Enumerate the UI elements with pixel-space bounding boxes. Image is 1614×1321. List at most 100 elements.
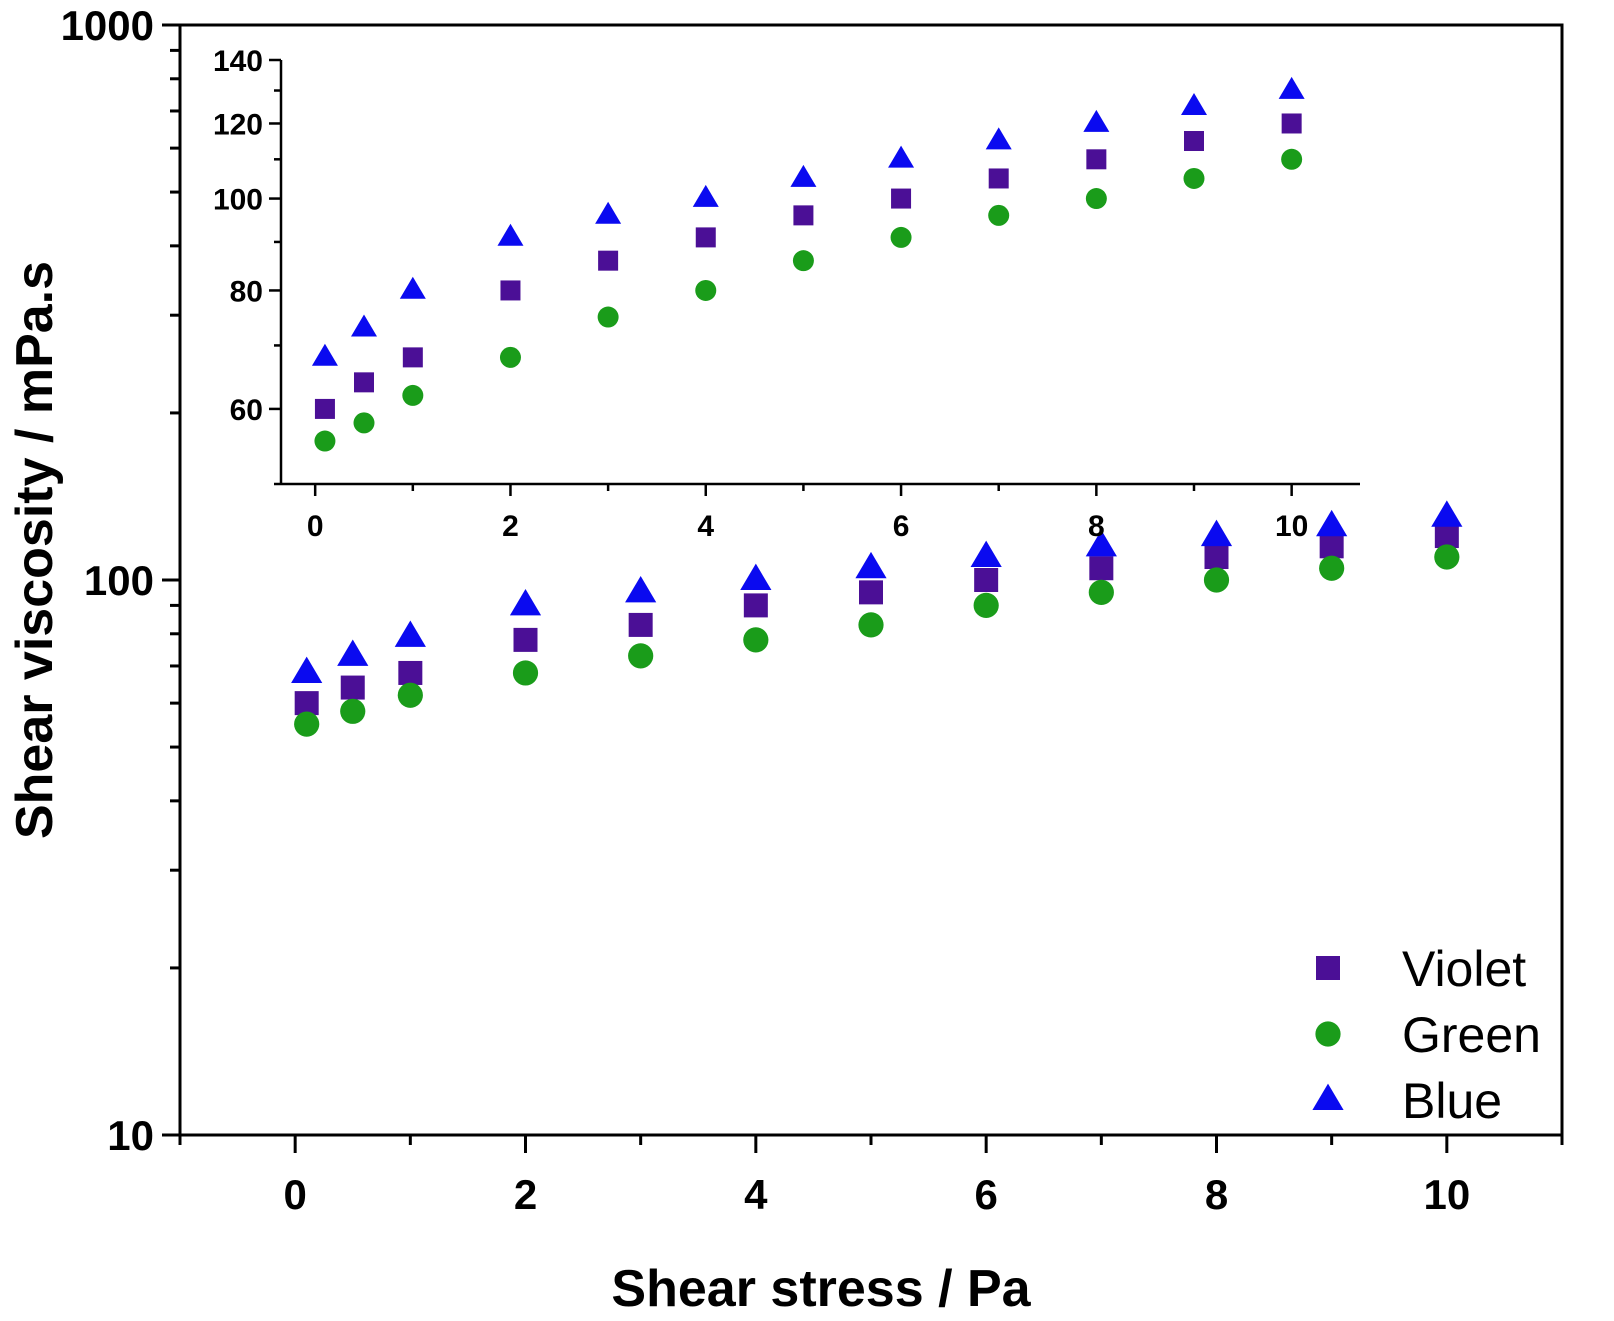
data-point-blue bbox=[291, 656, 323, 683]
data-point-green bbox=[294, 711, 320, 737]
x-tick-label: 0 bbox=[283, 1171, 306, 1218]
data-point-violet bbox=[859, 580, 883, 605]
inset-data-point-blue bbox=[1181, 93, 1207, 116]
legend-label-violet: Violet bbox=[1402, 941, 1526, 997]
data-point-blue bbox=[1431, 500, 1463, 527]
y-axis-title: Shear viscosity / mPa.s bbox=[6, 261, 64, 839]
y-tick-label: 1000 bbox=[61, 2, 154, 49]
inset-data-point-blue bbox=[1083, 109, 1110, 132]
inset-data-point-blue bbox=[399, 276, 426, 299]
inset-y-tick-label: 120 bbox=[213, 108, 263, 141]
data-point-green bbox=[512, 660, 539, 686]
inset-data-point-green bbox=[353, 412, 375, 434]
inset-data-point-violet bbox=[891, 188, 912, 209]
data-point-violet bbox=[743, 593, 768, 618]
inset-data-point-green bbox=[1183, 167, 1205, 189]
legend-label-blue: Blue bbox=[1402, 1073, 1502, 1129]
data-point-violet bbox=[1319, 534, 1344, 559]
inset-data-point-green bbox=[402, 384, 424, 406]
inset-y-tick-label: 140 bbox=[213, 45, 263, 78]
data-point-green bbox=[340, 698, 366, 724]
x-tick-label: 8 bbox=[1205, 1171, 1228, 1218]
data-point-green bbox=[858, 612, 884, 638]
data-point-green bbox=[628, 643, 654, 669]
inset-y-tick-label: 100 bbox=[213, 184, 263, 217]
inset-data-point-green bbox=[1281, 148, 1303, 170]
inset-y-tick-label: 60 bbox=[230, 394, 263, 427]
data-point-blue bbox=[855, 551, 887, 579]
data-point-blue bbox=[337, 639, 369, 666]
inset-data-point-blue bbox=[1278, 76, 1305, 99]
inset-y-tick-label: 80 bbox=[230, 275, 263, 308]
data-point-blue bbox=[625, 575, 657, 603]
inset-data-point-blue bbox=[311, 343, 338, 366]
inset-data-point-violet bbox=[598, 250, 619, 271]
inset-data-point-violet bbox=[1086, 149, 1107, 170]
data-point-blue bbox=[509, 589, 542, 616]
data-point-green bbox=[397, 682, 423, 708]
data-point-blue bbox=[1085, 529, 1117, 557]
data-point-violet bbox=[974, 568, 999, 592]
y-tick-label: 100 bbox=[84, 557, 154, 604]
data-point-violet bbox=[340, 675, 365, 700]
inset-data-point-blue bbox=[985, 127, 1012, 150]
inset-data-point-violet bbox=[793, 205, 814, 226]
inset-x-tick-label: 10 bbox=[1275, 510, 1308, 543]
inset-data-point-green bbox=[890, 226, 912, 248]
inset-data-point-violet bbox=[354, 372, 374, 393]
data-point-violet bbox=[1434, 524, 1459, 549]
data-point-blue bbox=[394, 620, 426, 647]
data-point-violet bbox=[628, 612, 653, 637]
inset-data-point-green bbox=[695, 279, 717, 301]
data-point-green bbox=[1434, 544, 1460, 570]
inset-data-point-violet bbox=[695, 227, 716, 248]
x-tick-label: 6 bbox=[974, 1171, 997, 1218]
data-point-violet bbox=[513, 627, 538, 652]
inset-data-point-green bbox=[792, 250, 814, 272]
inset-data-point-violet bbox=[1281, 113, 1302, 134]
inset-data-point-blue bbox=[692, 184, 719, 207]
data-point-violet bbox=[294, 691, 319, 716]
inset-data-point-blue bbox=[790, 164, 817, 187]
inset-data-point-blue bbox=[351, 314, 377, 337]
inset-data-point-green bbox=[1085, 188, 1107, 210]
inset-data-point-violet bbox=[402, 347, 423, 368]
inset-x-tick-label: 8 bbox=[1088, 510, 1105, 543]
data-point-blue bbox=[970, 540, 1002, 568]
data-point-green bbox=[1319, 555, 1345, 581]
inset-x-tick-label: 4 bbox=[697, 510, 714, 543]
legend-marker-green bbox=[1315, 1021, 1341, 1047]
inset-data-point-blue bbox=[888, 145, 915, 168]
legend-marker-violet bbox=[1316, 956, 1340, 980]
data-point-green bbox=[1203, 567, 1230, 593]
inset-data-point-blue bbox=[497, 223, 524, 246]
data-point-blue bbox=[740, 563, 772, 591]
inset-data-point-violet bbox=[314, 398, 335, 419]
inset-data-point-green bbox=[988, 204, 1010, 226]
inset-x-tick-label: 6 bbox=[893, 510, 910, 543]
inset-data-point-green bbox=[597, 306, 619, 328]
plot-frame bbox=[178, 23, 1564, 1137]
inset-data-point-blue bbox=[595, 201, 622, 224]
x-axis-title: Shear stress / Pa bbox=[611, 1260, 1031, 1316]
x-tick-label: 10 bbox=[1423, 1171, 1470, 1218]
data-point-green bbox=[743, 627, 769, 653]
x-tick-label: 4 bbox=[744, 1171, 768, 1218]
data-point-blue bbox=[1316, 509, 1348, 537]
inset-data-point-green bbox=[314, 430, 336, 452]
inset-data-point-violet bbox=[988, 168, 1009, 189]
inset-x-tick-label: 0 bbox=[307, 510, 324, 543]
legend-marker-blue bbox=[1312, 1083, 1344, 1111]
data-point-violet bbox=[398, 660, 423, 685]
data-point-violet bbox=[1204, 545, 1229, 570]
data-point-green bbox=[1088, 579, 1114, 605]
inset-data-point-violet bbox=[500, 280, 521, 301]
y-tick-label: 10 bbox=[107, 1112, 154, 1159]
data-point-violet bbox=[1089, 556, 1114, 581]
data-point-green bbox=[973, 592, 999, 618]
inset-x-tick-label: 2 bbox=[502, 510, 519, 543]
inset-data-point-green bbox=[499, 346, 521, 368]
inset-data-point-violet bbox=[1184, 131, 1204, 152]
